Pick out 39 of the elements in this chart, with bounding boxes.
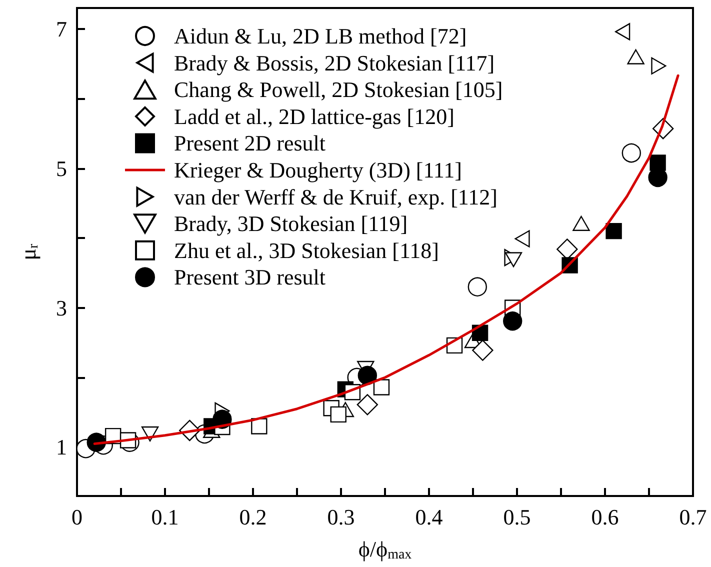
point [514,230,530,248]
point [356,394,378,416]
point [373,379,390,396]
legend-label: Krieger & Dougherty (3D) [111] [174,158,462,182]
legend-label: Brady, 3D Stokesian [119] [174,211,408,236]
point [330,406,346,423]
x-tick-label: 0.1 [151,504,179,530]
y-tick-label: 1 [56,434,67,460]
point [504,252,522,268]
x-tick-label: 0.7 [679,504,707,530]
legend-label: Aidun & Lu, 2D LB method [72] [174,24,467,48]
point [627,49,644,64]
point [358,366,377,385]
legend-label: Brady & Bossis, 2D Stokesian [117] [174,50,495,76]
x-tick-label: 0.6 [591,504,619,530]
y-tick-label: 3 [56,295,67,320]
legend-label: Chang & Powell, 2D Stokesian [105] [174,77,503,102]
point [606,222,622,240]
point [472,340,494,361]
point [622,143,641,163]
x-tick-label: 0.5 [503,504,531,530]
point [468,277,487,296]
point [503,311,522,331]
legend-label: Present 3D result [174,264,326,290]
y-tick-label: 7 [56,16,67,42]
legend-label: Ladd et al., 2D lattice-gas [120] [174,104,454,129]
point [572,216,590,231]
point [141,426,159,442]
x-tick-label: 0.3 [327,504,355,530]
point [615,23,630,40]
legend-label: Zhu et al., 3D Stokesian [118] [174,238,439,263]
x-tick-label: 0 [72,504,82,530]
y-tick-label: 5 [56,156,67,181]
legend-label: van der Werff & de Kruif, exp. [112] [174,184,498,210]
x-tick-label: 0.4 [415,504,443,530]
x-tick-label: 0.2 [239,504,267,530]
y-axis-title: μr [16,243,42,260]
legend-label: Present 2D result [174,130,326,156]
point [651,57,666,74]
